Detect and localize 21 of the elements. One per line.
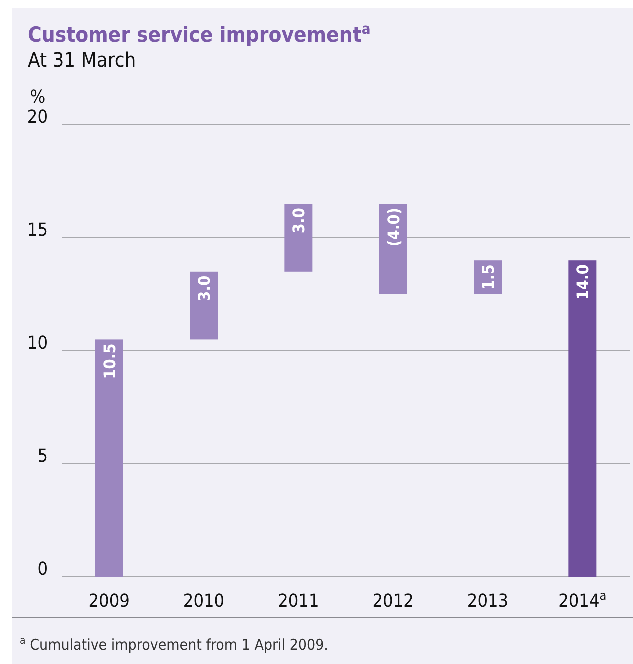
y-tick-label: 10: [27, 333, 48, 354]
x-tick-label: 2010: [183, 591, 225, 612]
x-tick-label: 2013: [467, 591, 509, 612]
y-tick-label: 0: [38, 559, 48, 580]
data-label: 1.5: [479, 264, 498, 290]
y-tick-label: 5: [38, 446, 48, 468]
x-tick-label: 2014$^{a}$: [558, 588, 607, 612]
chart-title: Customer service improvement$^{a}$: [28, 20, 371, 47]
data-label: 3.0: [290, 208, 309, 234]
x-tick-label: 2012: [372, 591, 414, 612]
data-label: 3.0: [195, 276, 214, 302]
x-tick-label: 2011: [278, 591, 320, 612]
data-label: 10.5: [100, 344, 120, 380]
data-label: 14.0: [574, 264, 593, 300]
chart-subtitle: At 31 March: [28, 48, 136, 72]
data-label: (4.0): [384, 208, 404, 247]
y-axis-title: %: [30, 87, 46, 108]
y-tick-label: 20: [27, 107, 48, 128]
text: $^{a}$ Cumulative improvement from 1 April 2009.: [20, 635, 328, 654]
x-tick-label: 2009: [88, 591, 130, 612]
y-tick-label: 15: [27, 220, 48, 242]
